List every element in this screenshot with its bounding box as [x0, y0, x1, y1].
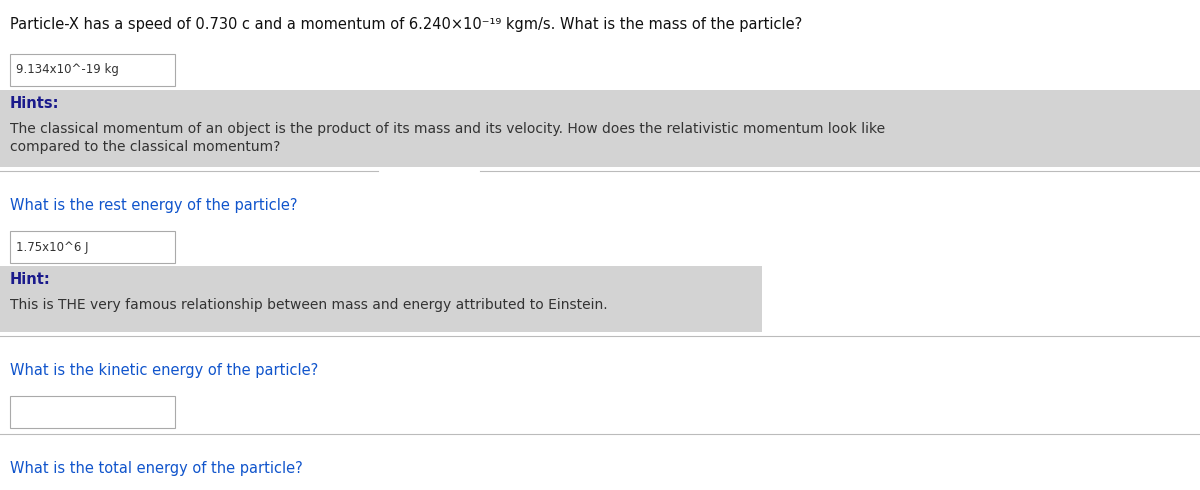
Text: What is the kinetic energy of the particle?: What is the kinetic energy of the partic… [10, 363, 318, 378]
Text: The classical momentum of an object is the product of its mass and its velocity.: The classical momentum of an object is t… [10, 122, 884, 154]
Text: 9.134x10^-19 kg: 9.134x10^-19 kg [16, 63, 119, 76]
Text: This is THE very famous relationship between mass and energy attributed to Einst: This is THE very famous relationship bet… [10, 298, 607, 312]
FancyBboxPatch shape [10, 396, 175, 428]
Text: What is the rest energy of the particle?: What is the rest energy of the particle? [10, 198, 298, 213]
FancyBboxPatch shape [0, 266, 762, 332]
FancyBboxPatch shape [10, 231, 175, 263]
Text: What is the total energy of the particle?: What is the total energy of the particle… [10, 461, 302, 476]
FancyBboxPatch shape [10, 54, 175, 86]
Text: Hint:: Hint: [10, 272, 50, 288]
Text: Particle-X has a speed of 0.730 c and a momentum of 6.240×10⁻¹⁹ kgm/s. What is t: Particle-X has a speed of 0.730 c and a … [10, 17, 802, 32]
Text: Hints:: Hints: [10, 96, 59, 111]
Text: 1.75x10^6 J: 1.75x10^6 J [16, 241, 88, 254]
FancyBboxPatch shape [0, 90, 1200, 167]
